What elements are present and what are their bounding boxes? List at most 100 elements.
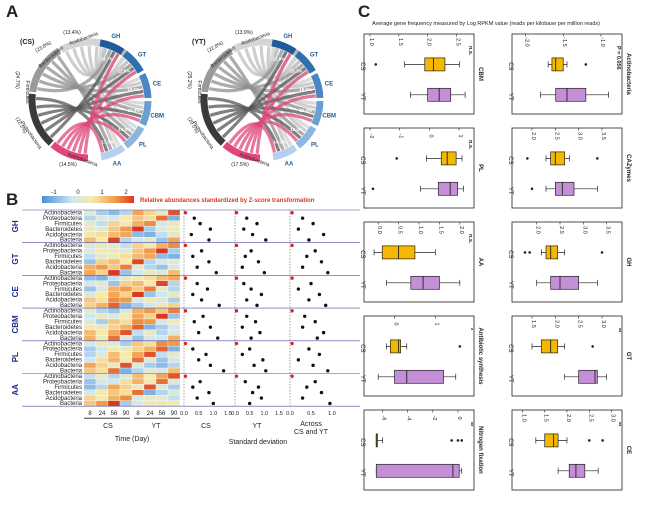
sd-axis-label: Standard deviation <box>229 439 287 446</box>
heatmap-cell-CE-5-5 <box>143 302 157 309</box>
sd-point-PL-1-4 <box>252 363 256 368</box>
heatmap-cell-PL-5-2 <box>107 367 121 374</box>
boxplot-group-label-cbm-cs: CS <box>359 62 365 70</box>
heatmap-cell-CE-0-4 <box>131 275 145 281</box>
boxplot-name-nitrogen-fixation: Nitrogen fixation <box>477 426 483 474</box>
boxplot-outlier-nitrogen-fixation-cs-1 <box>456 439 460 442</box>
sd-point-CBM-1-0 <box>234 309 239 313</box>
heatmap-cell-GH-0-6 <box>155 209 169 216</box>
heatmap-cell-GH-5-3 <box>119 237 133 243</box>
sd-point-GT-0-0 <box>183 243 188 248</box>
heatmap-cell-GH-3-6 <box>155 226 169 232</box>
chord-cazyme-label-yt-0: GH <box>283 34 292 40</box>
sd-point-CBM-1-4 <box>258 330 262 335</box>
heatmap-cell-CBM-1-1 <box>95 313 109 320</box>
chord-ribbon-cs-3-2 <box>40 89 144 125</box>
heatmap-cell-CBM-2-0 <box>83 318 97 325</box>
boxplot-tick-label-cazymes-0: 2.0 <box>530 132 536 140</box>
heatmap-cell-CE-5-2 <box>107 302 121 309</box>
chord-phylum-label-cs-5: Firmicutes <box>24 80 30 104</box>
sd-point-AA-2-1 <box>313 379 317 384</box>
heatmap-cell-GH-3-4 <box>131 226 145 232</box>
heatmap-cell-GH-0-3 <box>119 209 133 216</box>
boxplot-tick-label-cbm-3: 2.5 <box>454 38 460 46</box>
boxplot-frame-gt <box>511 315 623 397</box>
heatmap-cell-GT-2-1 <box>95 253 109 260</box>
sd-point-CE-1-5 <box>255 303 259 308</box>
heatmap-cell-CE-2-3 <box>119 286 133 292</box>
boxplot-group-label-nitrogen-fixation-yt: YT <box>359 469 365 477</box>
heatmap-cell-GH-5-7 <box>167 237 181 243</box>
heatmap-day-tick-4: 8 <box>136 411 140 417</box>
chord-cazyme-label-cs-4: PL <box>139 142 147 148</box>
sd-point-GH-0-4 <box>189 232 194 237</box>
sd-point-CE-1-1 <box>242 281 246 286</box>
sd-point-GT-1-1 <box>249 249 253 253</box>
heatmap-cell-GT-2-3 <box>119 253 133 260</box>
heatmap-group-label-AA: AA <box>11 384 20 396</box>
boxplot-tick-label-gt-2: 2.5 <box>577 320 583 328</box>
heatmap-cell-AA-4-0 <box>83 395 97 401</box>
chord-ribbon-cs-3-3 <box>37 106 142 119</box>
chord-cazyme-arc-cs-5 <box>100 144 126 161</box>
chord-cazyme-label-yt-5: AA <box>285 162 294 168</box>
heatmap-cell-GT-3-7 <box>167 258 181 265</box>
heatmap-cell-CBM-5-0 <box>83 335 97 341</box>
heatmap-cell-GH-1-4 <box>131 215 145 222</box>
sd-tick-0-3: 1.5 <box>224 411 232 417</box>
chord-cazyme-label-yt-1: GT <box>310 53 319 59</box>
heatmap-cell-CE-2-2 <box>107 286 121 292</box>
heatmap-cell-CBM-4-7 <box>167 329 181 336</box>
sd-point-CBM-2-3 <box>300 325 305 329</box>
heatmap-row-label-CE-0: Actinobacteria <box>44 276 83 282</box>
heatmap-cell-GH-0-4 <box>131 209 145 216</box>
boxplot-outlier-gh-cs-1 <box>528 251 531 254</box>
boxplot-group-label-actinobacteria-cs: CS <box>507 62 513 70</box>
sd-tick-2-0: 0.0 <box>286 411 294 417</box>
heatmap-cell-CBM-3-5 <box>143 324 157 331</box>
heatmap-cell-PL-3-1 <box>95 356 109 363</box>
heatmap-cell-GH-4-0 <box>83 231 97 238</box>
boxplot-frame-antibiotic-synthesis <box>363 315 475 397</box>
heatmap-cell-CE-0-5 <box>143 275 157 281</box>
sd-point-CE-0-1 <box>195 281 199 286</box>
heatmap-cell-CE-2-1 <box>95 286 109 292</box>
sd-point-GT-2-2 <box>305 254 309 259</box>
heatmap-cell-AA-3-1 <box>95 389 109 396</box>
heatmap-cell-CBM-3-6 <box>155 324 169 331</box>
heatmap-cell-CBM-3-1 <box>95 324 109 331</box>
heatmap-legend-tick-1: 0 <box>76 190 80 196</box>
heatmap-cell-GT-5-2 <box>107 269 121 276</box>
sd-col-label-across-2: CS and YT <box>294 429 329 436</box>
heatmap-row-label-GT-1: Proteobacteria <box>43 249 83 255</box>
chord-pct-cs-3: 18.3% <box>127 108 140 113</box>
heatmap-cell-CE-0-1 <box>95 275 109 281</box>
boxplot-name-actinobacteria: Actinobacteria <box>625 53 631 95</box>
heatmap-cell-GT-1-4 <box>131 247 145 254</box>
heatmap-cell-AA-1-7 <box>167 378 181 385</box>
heatmap-cell-GT-0-3 <box>119 242 133 249</box>
heatmap-cell-PL-5-0 <box>83 367 97 374</box>
heatmap-cell-PL-0-5 <box>143 340 157 347</box>
sd-point-GH-1-2 <box>255 221 259 226</box>
heatmap-cell-GT-4-3 <box>119 264 133 271</box>
boxplot-tick-label-actinobacteria-2: -1.0 <box>599 37 605 46</box>
boxplot-outlier-pl-yt-0 <box>371 187 375 191</box>
sd-point-AA-2-4 <box>300 396 305 400</box>
boxplot-outlier-antibiotic-synthesis-cs-0 <box>458 345 462 348</box>
chord-ribbon-yt-4-2 <box>243 94 316 152</box>
heatmap-cell-GH-2-7 <box>167 220 181 227</box>
heatmap-cell-GT-5-6 <box>155 269 169 276</box>
boxplot-group-label-cazymes-yt: YT <box>507 187 513 195</box>
heatmap-condition-cs: CS <box>103 423 113 430</box>
boxplot-tick-label-ce-3: 2.5 <box>587 414 593 422</box>
sd-point-PL-2-0 <box>290 341 294 346</box>
heatmap-day-tick-2: 56 <box>111 411 118 417</box>
heatmap-cell-PL-0-7 <box>167 340 181 347</box>
boxplot-box-gt-yt <box>578 369 598 384</box>
sd-point-GH-1-4 <box>250 232 255 237</box>
boxplot-group-label-actinobacteria-yt: YT <box>507 93 513 101</box>
chord-pct-yt-2: 18.6% <box>299 87 312 92</box>
heatmap-row-label-CBM-4: Acidobacteria <box>46 330 83 336</box>
sd-point-CBM-2-0 <box>290 309 294 313</box>
